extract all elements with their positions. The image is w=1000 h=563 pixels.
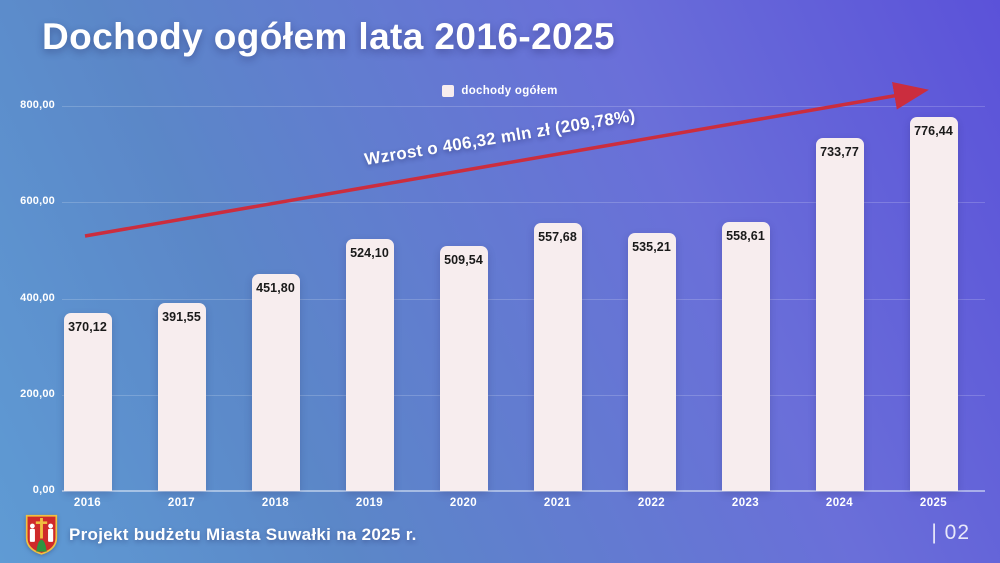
bar: 557,68: [533, 222, 582, 491]
footer-text: Projekt budżetu Miasta Suwałki na 2025 r…: [69, 524, 417, 544]
y-tick-label: 200,00: [20, 387, 55, 400]
bar-value-label: 524,10: [350, 245, 389, 260]
x-tick-label: 2016: [73, 497, 102, 509]
bar: 535,21: [627, 233, 676, 491]
page-number: | 02: [931, 521, 970, 544]
bar: 776,44: [909, 117, 958, 491]
bar-value-label: 535,21: [632, 240, 671, 255]
bar-value-label: 509,54: [444, 252, 483, 267]
y-tick-label: 600,00: [20, 195, 55, 208]
suwalki-coat-of-arms-icon: [25, 514, 58, 555]
bar: 451,80: [251, 273, 300, 491]
x-tick-label: 2017: [167, 497, 196, 509]
footer: Projekt budżetu Miasta Suwałki na 2025 r…: [24, 514, 417, 555]
bar: 509,54: [439, 245, 488, 491]
bar: 558,61: [721, 222, 770, 491]
bar-value-label: 733,77: [820, 144, 859, 159]
x-tick-label: 2023: [731, 497, 760, 509]
bar-value-label: 558,61: [726, 229, 765, 244]
gridline: [62, 298, 985, 300]
gridline: [62, 106, 985, 107]
bar-value-label: 451,80: [256, 280, 295, 295]
x-tick-label: 2024: [825, 497, 854, 509]
bar: 370,12: [63, 312, 112, 491]
bar: 733,77: [815, 137, 864, 491]
bar-value-label: 557,68: [538, 229, 577, 244]
gridline: [62, 394, 985, 396]
y-tick-label: 800,00: [20, 99, 55, 111]
slide-title: Dochody ogółem lata 2016-2025: [42, 16, 615, 57]
bar-value-label: 776,44: [914, 124, 953, 139]
bar: 391,55: [157, 302, 206, 491]
x-axis-line: [62, 490, 985, 492]
bar-value-label: 391,55: [162, 309, 201, 324]
x-tick-label: 2022: [637, 497, 666, 509]
x-tick-label: 2019: [355, 497, 384, 509]
x-tick-label: 2021: [543, 497, 572, 509]
x-tick-label: 2018: [261, 497, 290, 509]
bar-value-label: 370,12: [68, 319, 107, 334]
bar: 524,10: [345, 238, 394, 491]
y-tick-label: 400,00: [20, 291, 55, 304]
x-tick-label: 2025: [919, 497, 948, 509]
y-tick-label: 0,00: [32, 484, 55, 496]
x-tick-label: 2020: [449, 497, 478, 509]
